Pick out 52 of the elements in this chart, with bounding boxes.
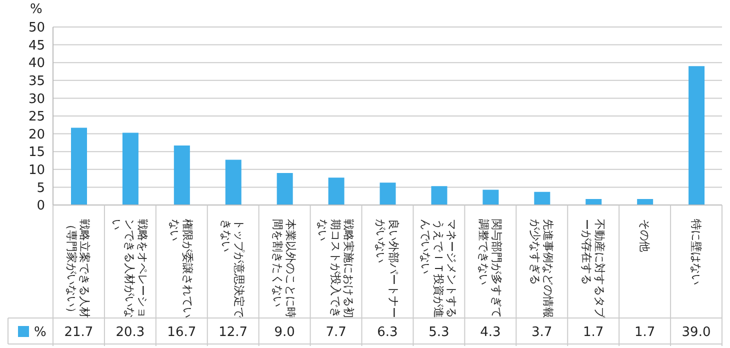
data-label: 21.7: [64, 325, 94, 340]
y-tick-label: 15: [28, 145, 45, 160]
y-tick-label: 20: [28, 127, 45, 142]
x-tick-label: 戦略立案できる人材（専門家がいない）: [65, 219, 92, 318]
legend-label: %: [34, 325, 46, 340]
data-label: 16.7: [167, 325, 196, 340]
data-label: 5.3: [428, 325, 450, 340]
x-tick-label: 本業以外のことに時間を割きたくない: [271, 219, 298, 318]
x-tick-label: 良い外部パートナーがいない: [374, 219, 400, 318]
x-tick-label: マネージメントするうえでＩＴ投資が進んでいない: [418, 219, 458, 318]
data-label: 12.7: [218, 325, 248, 340]
x-tick-label: 関与部門が多すぎて調整できない: [476, 219, 503, 318]
y-tick-label: 10: [28, 163, 45, 178]
x-tick-label: 不動産に対するタブーが存在する: [580, 219, 606, 319]
y-tick-label: 0: [36, 198, 45, 214]
bar: [225, 160, 242, 205]
bar: [688, 66, 705, 205]
y-tick-label: 45: [28, 38, 45, 54]
bar: [637, 198, 654, 205]
bar: [174, 146, 190, 205]
x-tick-label: 権限が委譲されていない: [168, 219, 194, 318]
y-tick-label: 40: [28, 56, 45, 72]
x-tick-label: 先進事例などの情報が少なすぎる: [528, 219, 554, 318]
x-tick-label: トップが意思決定できない: [220, 219, 246, 319]
data-label: 6.3: [377, 325, 398, 340]
data-label: 1.7: [583, 325, 604, 340]
data-label: 7.7: [326, 325, 346, 340]
bar: [71, 128, 87, 205]
data-label: 9.0: [274, 325, 295, 340]
y-tick-label: 35: [28, 74, 45, 90]
y-tick-label: 30: [28, 92, 45, 107]
y-tick-label: 50: [28, 20, 45, 36]
x-tick-label: その他: [638, 219, 651, 252]
bar: [122, 132, 138, 205]
bar: [482, 190, 499, 205]
x-tick-label: 戦略をオペレーションできる人材がいない: [110, 219, 150, 318]
bar: [328, 178, 344, 205]
data-label: 4.3: [480, 325, 501, 340]
y-tick-label: 25: [28, 110, 45, 125]
data-label: 1.7: [634, 325, 656, 340]
bar: [534, 192, 550, 205]
data-label: 3.7: [532, 325, 552, 340]
data-label: 20.3: [116, 325, 145, 340]
y-axis-title: %: [30, 2, 42, 17]
y-tick-label: 5: [36, 180, 45, 196]
bar: [431, 186, 448, 205]
bar: [586, 198, 602, 205]
x-tick-label: 特に壁はない: [689, 219, 702, 285]
bar: [380, 182, 396, 205]
data-label: 39.0: [682, 325, 711, 340]
bar: [276, 172, 293, 205]
x-tick-label: 戦略実施における初期コストが投入できない: [316, 219, 356, 318]
